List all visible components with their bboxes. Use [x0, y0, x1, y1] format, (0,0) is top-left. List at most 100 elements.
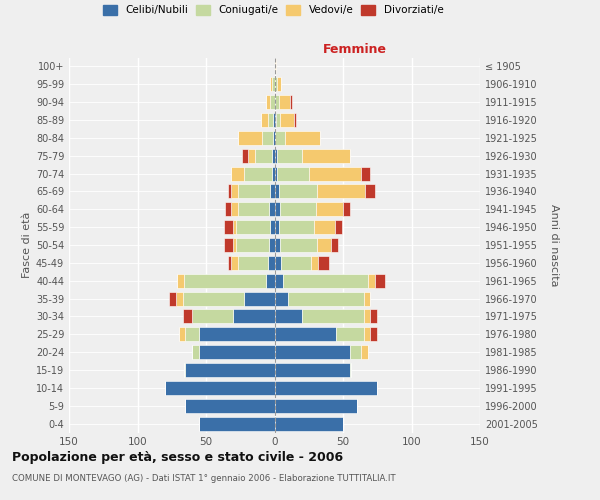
- Bar: [364, 328, 370, 341]
- Bar: [266, 274, 275, 287]
- Bar: [230, 202, 238, 216]
- Bar: [275, 78, 277, 91]
- Bar: [165, 381, 275, 395]
- Bar: [177, 274, 184, 287]
- Bar: [224, 238, 233, 252]
- Bar: [233, 238, 236, 252]
- Bar: [275, 399, 356, 412]
- Bar: [275, 148, 277, 162]
- Bar: [238, 202, 269, 216]
- Bar: [271, 95, 275, 109]
- Bar: [275, 184, 278, 198]
- Bar: [280, 202, 316, 216]
- Bar: [280, 113, 293, 127]
- Bar: [365, 184, 374, 198]
- Bar: [275, 381, 377, 395]
- Bar: [275, 363, 350, 377]
- Bar: [185, 363, 275, 377]
- Bar: [278, 184, 317, 198]
- Bar: [290, 95, 292, 109]
- Bar: [336, 328, 364, 341]
- Bar: [233, 310, 275, 324]
- Bar: [271, 78, 272, 91]
- Bar: [283, 274, 368, 287]
- Bar: [275, 416, 343, 430]
- Bar: [179, 328, 185, 341]
- Bar: [184, 363, 185, 377]
- Bar: [268, 113, 273, 127]
- Bar: [262, 131, 273, 145]
- Bar: [269, 202, 275, 216]
- Bar: [311, 256, 319, 270]
- Bar: [302, 310, 364, 324]
- Bar: [361, 166, 370, 180]
- Bar: [317, 184, 365, 198]
- Bar: [277, 166, 309, 180]
- Bar: [230, 256, 238, 270]
- Bar: [280, 238, 317, 252]
- Bar: [238, 256, 268, 270]
- Bar: [317, 238, 331, 252]
- Bar: [275, 60, 276, 74]
- Bar: [269, 238, 275, 252]
- Bar: [230, 184, 238, 198]
- Bar: [275, 131, 286, 145]
- Bar: [199, 328, 275, 341]
- Bar: [364, 292, 370, 306]
- Text: Femmine: Femmine: [323, 42, 386, 56]
- Bar: [225, 202, 230, 216]
- Bar: [272, 148, 275, 162]
- Bar: [288, 292, 364, 306]
- Bar: [275, 238, 280, 252]
- Bar: [370, 328, 377, 341]
- Bar: [272, 78, 275, 91]
- Text: COMUNE DI MONTEVAGO (AG) - Dati ISTAT 1° gennaio 2006 - Elaborazione TUTTITALIA.: COMUNE DI MONTEVAGO (AG) - Dati ISTAT 1°…: [12, 474, 395, 483]
- Bar: [278, 220, 314, 234]
- Bar: [276, 113, 280, 127]
- Bar: [275, 113, 276, 127]
- Bar: [343, 202, 350, 216]
- Bar: [244, 292, 275, 306]
- Bar: [275, 166, 277, 180]
- Bar: [183, 310, 193, 324]
- Bar: [277, 148, 302, 162]
- Bar: [261, 113, 268, 127]
- Bar: [184, 274, 266, 287]
- Bar: [224, 220, 233, 234]
- Bar: [238, 131, 262, 145]
- Bar: [275, 256, 281, 270]
- Bar: [185, 328, 199, 341]
- Bar: [199, 345, 275, 359]
- Bar: [275, 328, 336, 341]
- Bar: [244, 166, 272, 180]
- Bar: [302, 148, 350, 162]
- Bar: [314, 220, 335, 234]
- Y-axis label: Anni di nascita: Anni di nascita: [549, 204, 559, 286]
- Bar: [242, 148, 248, 162]
- Bar: [199, 416, 275, 430]
- Bar: [256, 148, 272, 162]
- Bar: [350, 345, 361, 359]
- Text: Popolazione per età, sesso e stato civile - 2006: Popolazione per età, sesso e stato civil…: [12, 451, 343, 464]
- Bar: [293, 113, 296, 127]
- Bar: [248, 148, 256, 162]
- Bar: [272, 166, 275, 180]
- Bar: [278, 95, 290, 109]
- Bar: [192, 345, 199, 359]
- Bar: [273, 113, 275, 127]
- Bar: [183, 292, 244, 306]
- Bar: [271, 184, 275, 198]
- Bar: [286, 131, 320, 145]
- Legend: Celibi/Nubili, Coniugati/e, Vedovi/e, Divorziati/e: Celibi/Nubili, Coniugati/e, Vedovi/e, Di…: [103, 5, 443, 15]
- Bar: [370, 310, 377, 324]
- Bar: [236, 238, 269, 252]
- Bar: [275, 274, 283, 287]
- Bar: [368, 274, 374, 287]
- Bar: [275, 310, 302, 324]
- Bar: [275, 95, 278, 109]
- Bar: [273, 131, 275, 145]
- Y-axis label: Fasce di età: Fasce di età: [22, 212, 32, 278]
- Bar: [350, 363, 351, 377]
- Bar: [268, 256, 275, 270]
- Bar: [266, 95, 271, 109]
